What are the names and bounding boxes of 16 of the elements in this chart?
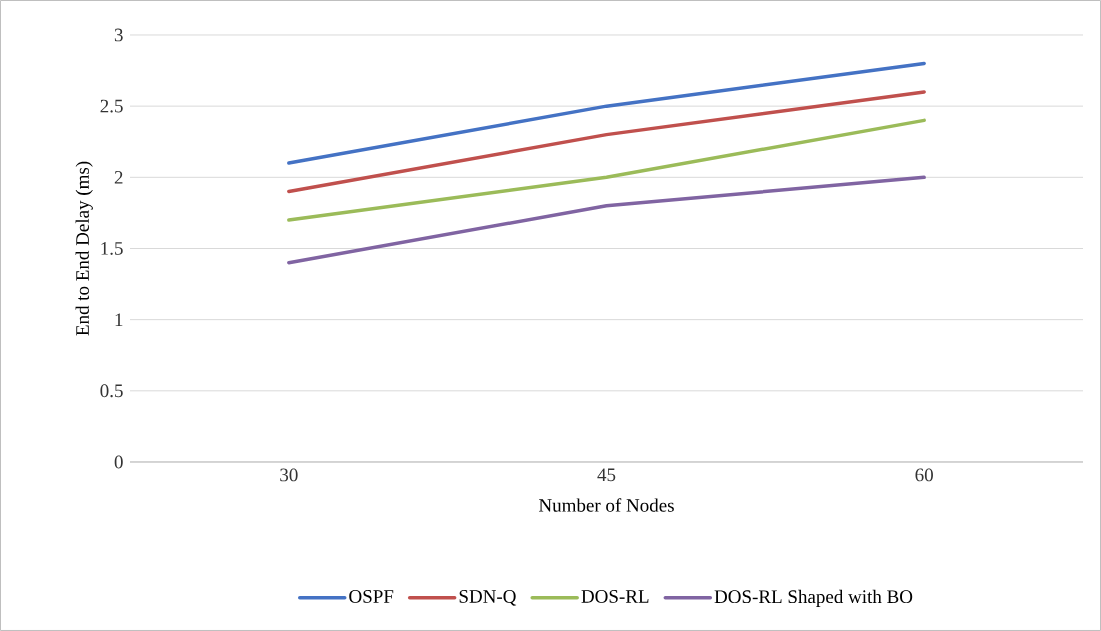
y-tick-label: 1 [115, 313, 123, 326]
x-axis-title: Number of Nodes [538, 498, 674, 512]
y-tick-label: 3 [114, 28, 123, 42]
legend-label: SDN-Q [459, 590, 517, 606]
y-tick-label: 2 [114, 171, 123, 184]
y-tick-label: 2.5 [100, 99, 123, 113]
x-tick-label: 60 [915, 468, 933, 482]
y-axis-title: End to End Delay (ms) [75, 161, 93, 336]
x-tick-label: 45 [597, 468, 616, 482]
legend-label: DOS-RL Shaped with BO [714, 589, 913, 607]
y-tick-label: 1.5 [101, 242, 123, 255]
legend-label: DOS-RL [581, 590, 649, 603]
y-tick-label: 0.5 [100, 384, 123, 398]
legend-label: OSPF [349, 590, 394, 603]
y-tick-label: 0 [114, 455, 123, 469]
x-tick-label: 30 [280, 468, 298, 482]
